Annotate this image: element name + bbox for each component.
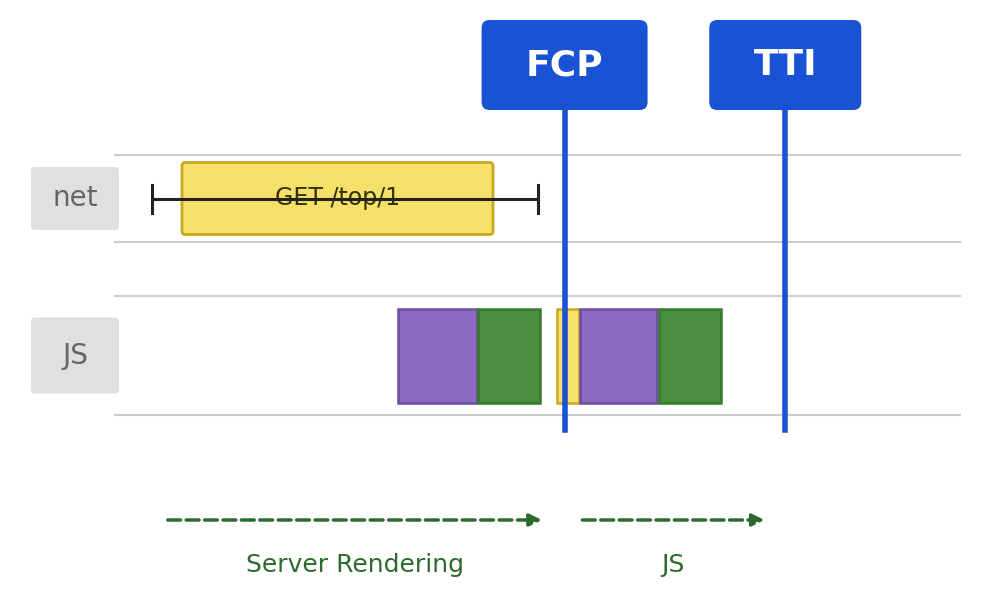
FancyBboxPatch shape [31,167,119,230]
Bar [478,308,540,403]
Bar [557,308,579,403]
FancyBboxPatch shape [182,163,493,235]
Bar [580,308,657,403]
Bar [659,308,721,403]
Text: FCP: FCP [526,48,603,82]
FancyBboxPatch shape [481,20,648,110]
Text: Server Rendering: Server Rendering [246,553,464,577]
FancyBboxPatch shape [710,20,861,110]
Text: JS: JS [662,553,685,577]
Bar [398,308,477,403]
Text: TTI: TTI [753,48,817,82]
Text: GET /top/1: GET /top/1 [275,187,400,211]
FancyBboxPatch shape [31,317,119,394]
Text: net: net [53,184,97,212]
Text: JS: JS [62,341,87,370]
